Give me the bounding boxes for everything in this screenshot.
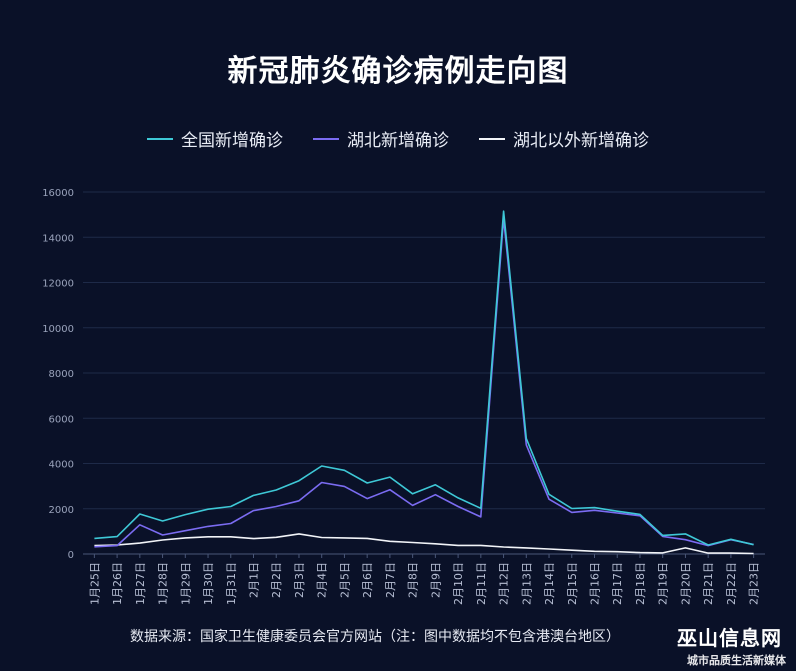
legend-swatch-outside-hubei xyxy=(479,137,505,140)
x-tick-label: 2月3日 xyxy=(293,562,306,598)
grid-layer xyxy=(83,191,765,555)
y-tick-label: 6000 xyxy=(49,414,74,425)
x-tick-label: 2月4日 xyxy=(316,562,329,598)
legend-label-outside-hubei: 湖北以外新增确诊 xyxy=(513,131,649,151)
legend-swatch-hubei xyxy=(313,137,339,140)
x-tick-label: 2月9日 xyxy=(429,562,442,598)
legend-item-hubei[interactable]: 湖北新增确诊 xyxy=(313,126,449,151)
x-tick-label: 2月6日 xyxy=(361,562,374,598)
x-tick-label: 2月10日 xyxy=(452,562,465,605)
x-tick-label: 2月1日 xyxy=(248,562,261,598)
series-line-hubei xyxy=(94,217,754,548)
x-tick-label: 1月31日 xyxy=(225,562,238,605)
x-tick-label: 1月30日 xyxy=(202,562,215,605)
x-tick-label: 2月23日 xyxy=(748,562,761,605)
x-tick-label: 2月19日 xyxy=(657,562,670,605)
x-tick-label: 2月13日 xyxy=(520,562,533,605)
x-tick-label: 2月22日 xyxy=(725,562,738,605)
series-line-national xyxy=(94,210,754,546)
y-tick-label: 8000 xyxy=(49,369,74,380)
x-tick-label: 2月7日 xyxy=(384,562,397,598)
x-tick-label: 1月29日 xyxy=(179,562,192,605)
y-tick-label: 16000 xyxy=(42,188,74,199)
x-tick-label: 2月15日 xyxy=(566,562,579,605)
x-tick-label: 1月28日 xyxy=(157,562,170,605)
x-tick-label: 2月2日 xyxy=(270,562,283,598)
x-tick-label: 2月14日 xyxy=(543,562,556,605)
x-tick-label: 1月25日 xyxy=(88,562,101,605)
series-layer xyxy=(94,210,754,555)
y-tick-label: 14000 xyxy=(42,233,74,244)
y-tick-label: 0 xyxy=(68,550,74,561)
x-tick-label: 1月26日 xyxy=(111,562,124,605)
y-axis: 0 2000 4000 6000 8000 10000 12000 14000 16000 xyxy=(42,188,74,561)
x-tick-label: 2月21日 xyxy=(702,562,715,605)
legend-item-national[interactable]: 全国新增确诊 xyxy=(147,126,283,151)
y-tick-label: 4000 xyxy=(49,460,74,471)
chart-title: 新冠肺炎确诊病例走向图 xyxy=(227,54,569,89)
x-tick-label: 2月12日 xyxy=(498,562,511,605)
chart-legend: 全国新增确诊 湖北新增确诊 湖北以外新增确诊 xyxy=(0,126,796,151)
x-tick-label: 1月27日 xyxy=(134,562,147,605)
x-tick-label: 2月18日 xyxy=(634,562,647,605)
x-tick-label: 2月20日 xyxy=(679,562,692,605)
watermark-logo: 巫山信息网 xyxy=(677,626,782,650)
data-source-note: 数据来源：国家卫生健康委员会官方网站（注：图中数据均不包含港澳台地区） xyxy=(130,629,620,645)
y-tick-label: 12000 xyxy=(42,279,74,290)
y-tick-label: 10000 xyxy=(42,324,74,335)
x-tick-label: 2月8日 xyxy=(407,562,420,598)
legend-swatch-national xyxy=(147,137,173,140)
x-tick-label: 2月17日 xyxy=(611,562,624,605)
legend-label-hubei: 湖北新增确诊 xyxy=(347,131,449,151)
x-tick-label: 2月16日 xyxy=(589,562,602,605)
legend-label-national: 全国新增确诊 xyxy=(181,131,283,151)
series-line-outside-hubei xyxy=(94,533,754,555)
watermark-subtitle: 城市品质生活新媒体 xyxy=(687,654,786,667)
x-axis: 1月25日 1月26日 1月27日 1月28日 1月29日 1月30日 1月31日 2月1日 2… xyxy=(88,554,761,605)
x-tick-label: 2月5日 xyxy=(338,562,351,598)
legend-item-outside-hubei[interactable]: 湖北以外新增确诊 xyxy=(479,126,649,151)
x-tick-label: 2月11日 xyxy=(475,562,488,605)
y-tick-label: 2000 xyxy=(49,505,74,516)
